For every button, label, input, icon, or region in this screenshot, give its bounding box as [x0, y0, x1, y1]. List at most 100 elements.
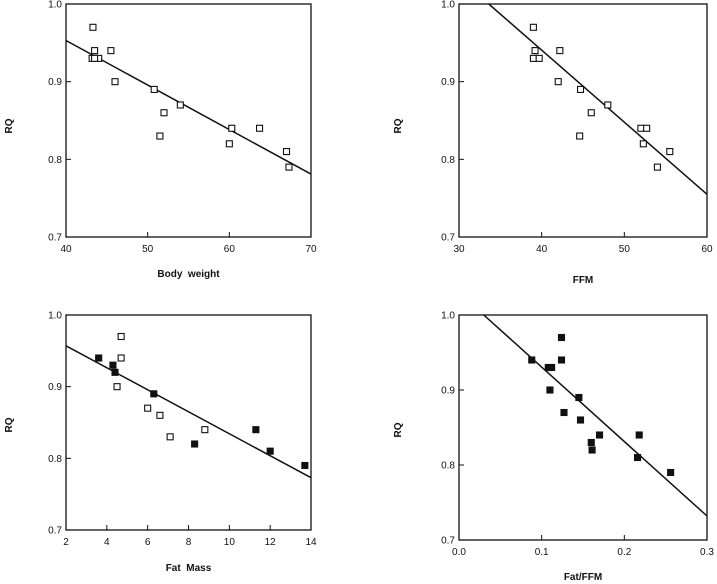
data-point	[144, 404, 152, 412]
plot-frame	[458, 314, 708, 541]
y-tick-label: 0.8	[441, 155, 455, 166]
x-axis-label: FFM	[573, 275, 594, 286]
y-tick-label: 0.7	[48, 526, 62, 537]
data-point	[191, 440, 199, 448]
data-point	[91, 47, 99, 55]
plot-frame	[65, 314, 312, 531]
chart-panel-4: 0.7 0.8 0.9 1.0 0.0 0.1 0.2 0.3 Fat/FFM RQ	[393, 311, 714, 584]
data-point	[635, 431, 643, 439]
data-point	[557, 333, 566, 342]
data-point	[107, 47, 115, 55]
data-point	[560, 408, 568, 417]
y-tick-label: 0.9	[48, 382, 62, 393]
data-point	[225, 140, 233, 148]
x-tick-label: 70	[305, 244, 317, 255]
data-point	[604, 101, 612, 109]
y-axis-label: RQ	[393, 422, 404, 437]
x-tick-label: 50	[619, 244, 631, 255]
x-axis-label: Fat Mass	[166, 563, 212, 574]
y-axis-label: RQ	[4, 118, 15, 133]
data-point	[554, 78, 562, 86]
data-point	[643, 124, 651, 132]
data-point	[637, 124, 645, 132]
x-tick-label: 0.0	[452, 547, 466, 558]
data-point	[529, 54, 537, 62]
data-point	[556, 47, 564, 55]
x-tick-label: 12	[265, 537, 277, 548]
data-point	[156, 132, 164, 140]
data-point	[575, 393, 583, 402]
data-point	[252, 426, 260, 434]
data-point	[95, 354, 103, 362]
y-tick-label: 0.9	[48, 77, 62, 88]
x-tick-label: 6	[145, 537, 151, 548]
data-point	[528, 356, 536, 364]
regression-line	[483, 314, 708, 517]
y-tick-label: 1.0	[48, 0, 62, 11]
data-point	[634, 453, 642, 462]
y-tick-label: 0.8	[441, 461, 455, 472]
data-point	[576, 132, 584, 140]
data-point	[255, 124, 264, 132]
x-tick-label: 14	[305, 537, 317, 548]
data-point	[301, 461, 309, 470]
x-tick-label: 60	[701, 244, 713, 255]
data-point	[529, 23, 537, 31]
data-point	[117, 332, 125, 341]
y-tick-label: 0.8	[48, 155, 62, 166]
y-axis-label: RQ	[393, 118, 404, 133]
x-tick-label: 0.3	[700, 547, 714, 558]
chart-panel-1: 0.7 0.8 0.9 1.0 40 50 60 70 Body weight RQ	[4, 0, 317, 280]
y-axis-label: RQ	[4, 417, 15, 432]
x-tick-label: 4	[104, 537, 110, 548]
data-point	[111, 368, 119, 376]
data-point	[285, 163, 293, 171]
data-point	[576, 416, 585, 424]
y-tick-label: 0.9	[441, 386, 455, 397]
x-tick-label: 2	[63, 537, 69, 548]
x-tick-label: 10	[224, 537, 236, 548]
y-tick-label: 0.8	[48, 454, 62, 465]
data-point	[113, 383, 121, 391]
data-point	[666, 148, 674, 156]
data-point	[587, 438, 595, 447]
x-tick-label: 40	[60, 244, 72, 255]
y-tick-label: 1.0	[441, 0, 455, 11]
x-tick-label: 50	[142, 244, 154, 255]
data-point	[667, 468, 675, 477]
data-point	[588, 446, 596, 454]
data-point	[150, 85, 158, 93]
x-tick-label: 60	[224, 244, 236, 255]
data-point	[156, 411, 164, 419]
y-tick-label: 0.9	[441, 77, 455, 88]
plot-frame	[65, 3, 312, 238]
data-point	[653, 163, 661, 171]
data-point	[587, 109, 595, 117]
data-point	[576, 85, 585, 93]
regression-line	[65, 345, 312, 479]
data-point	[535, 54, 543, 62]
x-axis-label: Body weight	[157, 269, 220, 280]
data-point	[160, 109, 168, 117]
data-point	[166, 433, 174, 441]
x-tick-label: 0.2	[617, 547, 631, 558]
plot-frame	[458, 3, 708, 238]
data-point	[557, 356, 566, 364]
data-point	[282, 148, 291, 156]
chart-panel-3: 0.7 0.8 0.9 1.0 2 4 6 8 10 12 14 Fat Mass RQ	[4, 311, 317, 575]
regression-line	[65, 39, 312, 175]
data-point	[89, 23, 97, 31]
data-point	[109, 361, 117, 369]
y-tick-label: 1.0	[48, 311, 62, 322]
x-axis-label: Fat/FFM	[564, 572, 602, 583]
x-tick-label: 30	[453, 244, 465, 255]
data-point	[117, 354, 125, 362]
data-point	[91, 54, 99, 62]
data-point	[150, 390, 158, 398]
x-tick-label: 40	[536, 244, 548, 255]
x-tick-label: 0.1	[535, 547, 549, 558]
data-point	[548, 363, 556, 372]
data-point	[266, 447, 274, 455]
x-tick-label: 8	[186, 537, 192, 548]
